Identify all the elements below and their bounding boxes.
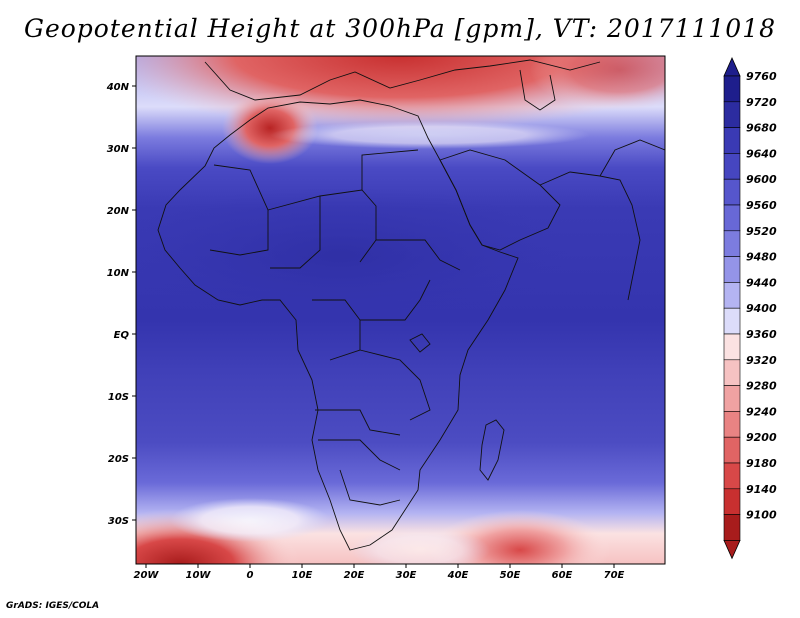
lat-tick-label: 40N (106, 82, 130, 93)
colorbar-level-label: 9600 (746, 173, 777, 186)
lat-tick-label: 30S (108, 516, 129, 527)
colorbar-swatch (723, 514, 741, 541)
lat-tick-label: 10N (107, 268, 130, 279)
colorbar-bottom-arrow (723, 540, 741, 560)
height-field (136, 56, 665, 564)
colorbar-swatch (723, 436, 741, 464)
colorbar-level-label: 9680 (746, 122, 777, 135)
lon-tick-label: 10E (292, 570, 313, 581)
colorbar-swatch (723, 488, 741, 515)
colorbar-level-label: 9180 (746, 457, 777, 470)
colorbar-swatch (723, 359, 741, 386)
colorbar: 9760 9720 9680 9640 9600 9560 9520 9480 9440 9400… (723, 57, 777, 560)
colorbar-level-label: 9240 (746, 405, 777, 418)
colorbar-level-label: 9560 (746, 199, 777, 212)
colorbar-swatch (723, 127, 741, 154)
lon-tick-label: 20E (344, 570, 365, 581)
lon-tick-label: 40E (447, 570, 469, 581)
lon-tick-label: 60E (552, 570, 573, 581)
colorbar-level-label: 9280 (746, 380, 777, 393)
colorbar-swatch (723, 282, 741, 309)
coastlines (157, 59, 665, 551)
colorbar-top-arrow (723, 57, 741, 77)
colorbar-swatch (723, 462, 741, 490)
map-title: Geopotential Height at 300hPa [gpm], VT:… (23, 14, 777, 43)
colorbar-level-label: 9520 (746, 225, 777, 238)
colorbar-level-label: 9400 (746, 302, 777, 315)
colorbar-swatch (723, 75, 741, 103)
colorbar-swatch (723, 385, 741, 412)
colorbar-swatch (723, 178, 741, 206)
colorbar-level-label: 9440 (746, 276, 777, 289)
lon-tick-label: 0 (247, 570, 254, 581)
lon-tick-label: 50E (500, 570, 521, 581)
colorbar-level-label: 9100 (746, 509, 777, 522)
lon-tick-label: 70E (604, 570, 625, 581)
lon-tick-label: 10W (186, 570, 212, 581)
lon-tick-label: 20W (134, 570, 160, 581)
lon-tick-label: 30E (396, 570, 417, 581)
colorbar-level-label: 9480 (746, 251, 777, 264)
colorbar-level-label: 9720 (746, 96, 777, 109)
colorbar-swatch (723, 101, 741, 128)
colorbar-swatch (723, 230, 741, 257)
colorbar-level-label: 9640 (746, 147, 777, 160)
lat-tick-label: EQ (114, 330, 130, 341)
grads-credit: GrADS: IGES/COLA (6, 601, 100, 611)
colorbar-swatch (723, 307, 741, 335)
lat-tick-label: 20N (107, 206, 130, 217)
colorbar-swatch (723, 256, 741, 283)
lat-tick-label: 20S (108, 454, 129, 465)
lat-tick-label: 10S (108, 392, 129, 403)
colorbar-swatch (723, 411, 741, 438)
colorbar-swatch (723, 153, 741, 180)
lon-axis: 20W 10W 0 10E 20E 30E 40E 50E 60E 70E (134, 564, 625, 581)
colorbar-level-label: 9360 (746, 328, 777, 341)
lat-tick-label: 30N (107, 144, 130, 155)
colorbar-swatch (723, 333, 741, 361)
colorbar-level-label: 9200 (746, 431, 777, 444)
lat-axis: 40N 30N 20N 10N EQ 10S 20S 30S (106, 82, 136, 527)
colorbar-swatch (723, 204, 741, 232)
colorbar-level-label: 9760 (746, 70, 777, 83)
colorbar-level-label: 9320 (746, 354, 777, 367)
colorbar-level-label: 9140 (746, 483, 777, 496)
map-frame (135, 55, 666, 565)
